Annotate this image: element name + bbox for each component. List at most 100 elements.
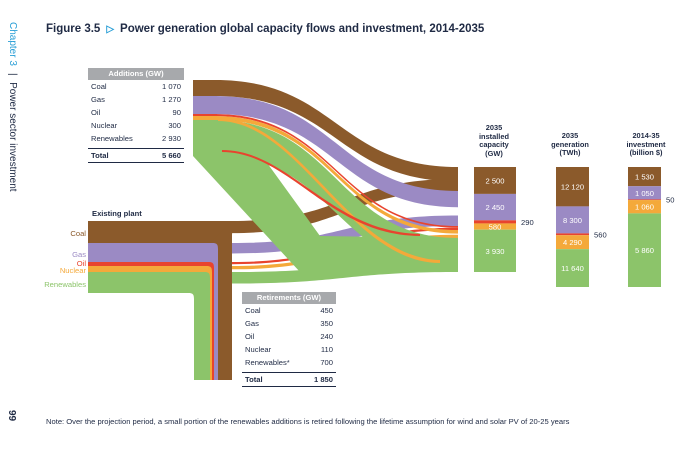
col-header-line: (TWh) xyxy=(559,148,581,157)
additions-row-label: Nuclear xyxy=(91,121,118,130)
bar-value-label: 580 xyxy=(489,223,502,232)
addition-band-oil xyxy=(193,114,217,116)
additions-row-value: 1 070 xyxy=(161,82,181,91)
page-number: 99 xyxy=(6,410,17,422)
bar-value-label: 4 290 xyxy=(563,238,582,247)
retirements-row-value: 700 xyxy=(320,358,333,367)
col-header-line: 2035 xyxy=(561,131,579,140)
addition-flow-gas xyxy=(215,96,458,208)
col-header-line: generation xyxy=(551,139,589,149)
retirements-total-row: Total 1 850 xyxy=(242,372,336,387)
figure-triangle-icon: ▷ xyxy=(106,24,115,35)
additions-row: Gas 1 270 xyxy=(88,93,184,106)
additions-total-label: Total xyxy=(91,151,109,160)
additions-row-label: Coal xyxy=(91,82,107,91)
retirements-row: Gas 350 xyxy=(242,317,336,330)
existing-band-coal xyxy=(88,221,232,243)
addition-flow-coal xyxy=(215,80,458,182)
additions-row: Coal 1 070 xyxy=(88,80,184,93)
addition-flow-renewables-wide xyxy=(193,120,458,272)
bar-segment-renewables xyxy=(474,229,516,272)
bar-segment-coal xyxy=(628,167,661,187)
retirements-row-value: 240 xyxy=(320,332,333,341)
bar-value-label: 1 060 xyxy=(635,203,654,212)
bar-segment-coal xyxy=(474,167,516,194)
additions-header: Additions (GW) xyxy=(88,68,184,80)
bar-segment-oil xyxy=(556,233,589,236)
existing-label-nuclear: Nuclear xyxy=(59,266,86,275)
additions-row: Nuclear 300 xyxy=(88,119,184,132)
figure-title: Power generation global capacity flows a… xyxy=(120,23,485,35)
additions-row-label: Oil xyxy=(91,108,101,117)
retirements-total-label: Total xyxy=(245,375,263,384)
figure-title-bar: Figure 3.5 ▷ Power generation global capac… xyxy=(46,23,484,35)
retirements-row-value: 450 xyxy=(320,306,333,315)
bar-value-label: 2 500 xyxy=(485,176,504,185)
section-label: Power sector investment xyxy=(7,82,18,192)
existing-label-oil: Oil xyxy=(76,259,86,268)
existing-band-oil xyxy=(88,262,232,266)
col-header-line: investment xyxy=(626,139,666,149)
figure-note: Note: Over the projection period, a smal… xyxy=(46,417,570,426)
additions-row-label: Renewables xyxy=(91,134,133,143)
chapter-label: Chapter 3 xyxy=(7,22,18,66)
retirements-row: Coal 450 xyxy=(242,304,336,317)
col-header-generation: 2035 generation (TWh) xyxy=(544,131,596,158)
bar-value-label: 50 xyxy=(666,196,674,205)
retirements-row-label: Gas xyxy=(245,319,259,328)
bar-value-label: 11 640 xyxy=(561,264,584,273)
additions-row-value: 1 270 xyxy=(161,95,181,104)
existing-plant-label: Existing plant xyxy=(92,209,142,218)
col-header-line: (billion $) xyxy=(629,148,663,157)
retirements-row-label: Coal xyxy=(245,306,261,315)
bar-segment-nuclear xyxy=(628,200,661,214)
existing-band-nuclear xyxy=(88,266,232,272)
bar-value-label: 560 xyxy=(594,230,607,239)
retirements-row: Oil 240 xyxy=(242,330,336,343)
col-header-investment: 2014-35 investment (billion $) xyxy=(618,131,674,158)
retirement-drop-gas xyxy=(206,243,222,380)
additions-row: Oil 90 xyxy=(88,106,184,119)
bar-value-label: 8 300 xyxy=(563,216,582,225)
bar-value-label: 12 120 xyxy=(561,183,584,192)
addition-flow-nuclear xyxy=(215,116,458,234)
bar-value-label: 290 xyxy=(521,218,534,227)
bar-value-label: 1 050 xyxy=(635,189,654,198)
bar-segment-gas xyxy=(556,206,589,234)
col-header-line: (GW) xyxy=(485,148,503,158)
retirements-total-value: 1 850 xyxy=(313,375,333,384)
addition-band-nuclear xyxy=(193,116,217,120)
bar-segment-gas xyxy=(628,186,661,200)
bar-segment-oil xyxy=(628,199,661,201)
retirements-row-label: Nuclear xyxy=(245,345,272,354)
bar-value-label: 1 530 xyxy=(635,173,654,182)
addition-band-gas xyxy=(193,96,217,114)
additions-total-row: Total 5 660 xyxy=(88,148,184,163)
col-header-capacity: 2035 installed capacity (GW) xyxy=(474,123,514,158)
bar-segment-renewables xyxy=(628,213,661,287)
bar-value-label: 2 450 xyxy=(485,203,504,212)
bar-segment-nuclear xyxy=(556,235,589,250)
existing-label-coal: Coal xyxy=(70,229,86,238)
additions-total-value: 5 660 xyxy=(161,151,181,160)
bar-segment-gas xyxy=(474,193,516,221)
col-header-line: capacity xyxy=(479,140,509,149)
retirements-row-label: Renewables* xyxy=(245,358,290,367)
retirements-header: Retirements (GW) xyxy=(242,292,336,304)
addition-flow-oil xyxy=(215,114,458,228)
bar-segment-oil xyxy=(474,220,516,224)
retirements-row-label: Oil xyxy=(245,332,255,341)
bar-segment-coal xyxy=(556,167,589,207)
chapter-sidebar: Chapter 3 | Power sector investment xyxy=(4,22,18,222)
col-header-line: 2035 xyxy=(485,123,503,132)
existing-band-gas xyxy=(88,243,232,262)
col-header-line: 2014-35 xyxy=(632,131,660,140)
additions-row-value: 2 930 xyxy=(161,134,181,143)
retirement-drop-coal xyxy=(210,221,236,380)
chapter-separator: | xyxy=(7,72,18,76)
retirements-row: Nuclear 110 xyxy=(242,343,336,356)
existing-label-gas: Gas xyxy=(72,250,86,259)
retirements-row-value: 110 xyxy=(320,345,333,354)
col-header-line: installed xyxy=(479,131,509,141)
